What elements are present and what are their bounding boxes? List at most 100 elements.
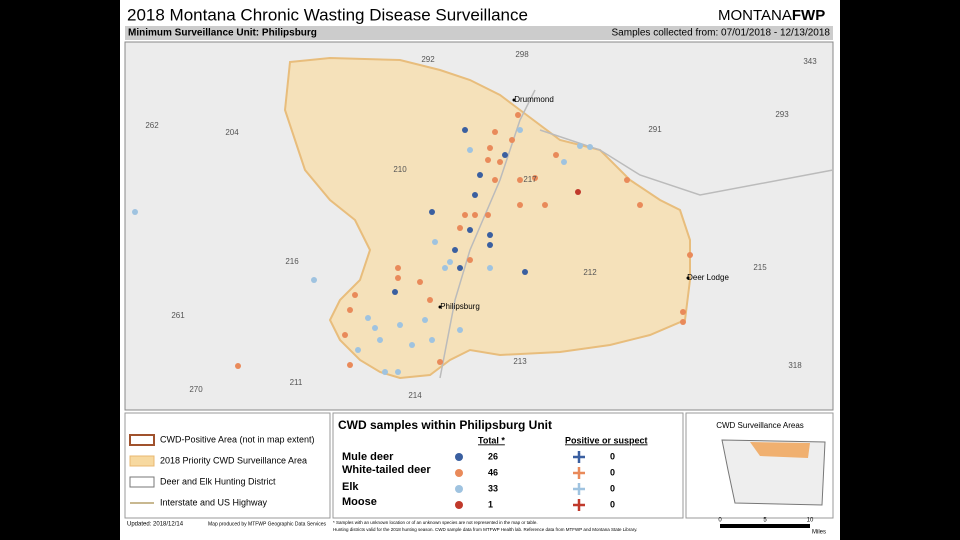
district-label: 292 xyxy=(421,55,435,64)
species-dot xyxy=(455,485,463,493)
legend-swatch xyxy=(129,434,155,446)
sample-dot xyxy=(680,309,686,315)
district-label: 293 xyxy=(775,110,789,119)
updated: Updated: 2018/12/14 xyxy=(127,522,184,528)
positive: 0 xyxy=(610,467,615,477)
sample-dot xyxy=(532,175,538,181)
species-dot xyxy=(455,453,463,461)
plus xyxy=(573,499,585,511)
district-label: 211 xyxy=(290,378,303,387)
inset-area xyxy=(750,442,810,458)
place-label: Deer Lodge xyxy=(687,273,729,282)
scale-tick: 5 xyxy=(763,518,767,524)
sample-dot xyxy=(352,292,358,298)
sample-dot xyxy=(452,247,458,253)
sample-dot xyxy=(502,152,508,158)
subheader xyxy=(125,26,833,40)
sample-dot xyxy=(377,337,383,343)
place-label: Drummond xyxy=(514,95,554,104)
total: 46 xyxy=(488,467,498,477)
legend-label: Deer and Elk Hunting District xyxy=(160,476,276,486)
col-total: Total * xyxy=(478,435,505,445)
positive: 0 xyxy=(610,483,615,493)
sample-dot xyxy=(462,212,468,218)
sample-dot xyxy=(517,127,523,133)
sample-dot xyxy=(342,332,348,338)
sample-dot xyxy=(542,202,548,208)
species: Mule deer xyxy=(342,451,394,463)
sample-dot xyxy=(395,275,401,281)
place-marker xyxy=(438,305,442,309)
species: White-tailed deer xyxy=(342,464,431,476)
sample-dot xyxy=(637,202,643,208)
surveillance-area xyxy=(283,56,691,380)
sample-dot xyxy=(553,152,559,158)
sample-dot xyxy=(437,359,443,365)
sample-dot xyxy=(487,242,493,248)
sample-dot xyxy=(429,337,435,343)
plus xyxy=(573,451,585,463)
species: Elk xyxy=(342,481,359,493)
sample-dot xyxy=(492,129,498,135)
sample-dot xyxy=(517,202,523,208)
sample-dot xyxy=(467,257,473,263)
samples: Samples collected from: 07/01/2018 - 12/… xyxy=(612,28,831,39)
produced: Map produced by MTFWP Geographic Data Se… xyxy=(208,521,327,527)
sample-dot xyxy=(467,147,473,153)
district-label: 213 xyxy=(513,357,527,366)
sample-dot xyxy=(462,127,468,133)
district-label: 261 xyxy=(171,311,185,320)
note2: Hunting districts valid for the 2018 hun… xyxy=(333,527,637,532)
legend-label: 2018 Priority CWD Surveillance Area xyxy=(160,455,307,465)
legend-label: CWD-Positive Area (not in map extent) xyxy=(160,434,315,444)
sample-dot xyxy=(132,209,138,215)
species-dot xyxy=(455,469,463,477)
sample-dot xyxy=(365,315,371,321)
sample-dot xyxy=(447,259,453,265)
scale-tick: 10 xyxy=(807,518,814,524)
sample-dot xyxy=(487,232,493,238)
place-marker xyxy=(512,98,516,102)
sample-dot xyxy=(395,265,401,271)
district-label: 214 xyxy=(408,391,422,400)
species-dot xyxy=(455,501,463,509)
sample-dot xyxy=(487,265,493,271)
sample-dot xyxy=(417,279,423,285)
table-box xyxy=(332,412,684,519)
title: 2018 Montana Chronic Wasting Disease Sur… xyxy=(127,5,528,24)
sample-dot xyxy=(467,227,473,233)
sample-dot xyxy=(442,265,448,271)
sample-dot xyxy=(457,225,463,231)
unit: Minimum Surveillance Unit: Philipsburg xyxy=(128,28,317,39)
sample-dot xyxy=(427,297,433,303)
plus xyxy=(573,467,585,479)
sample-dot xyxy=(429,209,435,215)
district-label: 216 xyxy=(285,257,299,266)
district-label: 210 xyxy=(393,165,407,174)
district-label: 291 xyxy=(648,125,662,134)
scale-tick: 0 xyxy=(718,518,722,524)
sample-dot xyxy=(587,144,593,150)
district-label: 217 xyxy=(523,175,537,184)
legend-swatch xyxy=(129,476,155,488)
district-label: 212 xyxy=(583,268,597,277)
positive: 0 xyxy=(610,451,615,461)
sample-dot xyxy=(485,212,491,218)
sample-dot xyxy=(347,362,353,368)
scale-bar xyxy=(720,524,810,528)
plus xyxy=(573,483,585,495)
inset-title: CWD Surveillance Areas xyxy=(716,421,804,430)
sample-dot xyxy=(561,159,567,165)
district-label: 262 xyxy=(145,121,159,130)
logo-text: MONTANA xyxy=(718,7,792,24)
sample-dot xyxy=(515,112,521,118)
sample-dot xyxy=(347,307,353,313)
sample-dot xyxy=(395,369,401,375)
sample-dot xyxy=(575,189,581,195)
sample-dot xyxy=(485,157,491,163)
sample-dot xyxy=(432,239,438,245)
note1: * Samples with an unknown location or of… xyxy=(333,520,538,525)
sample-dot xyxy=(397,322,403,328)
district-label: 318 xyxy=(788,361,802,370)
